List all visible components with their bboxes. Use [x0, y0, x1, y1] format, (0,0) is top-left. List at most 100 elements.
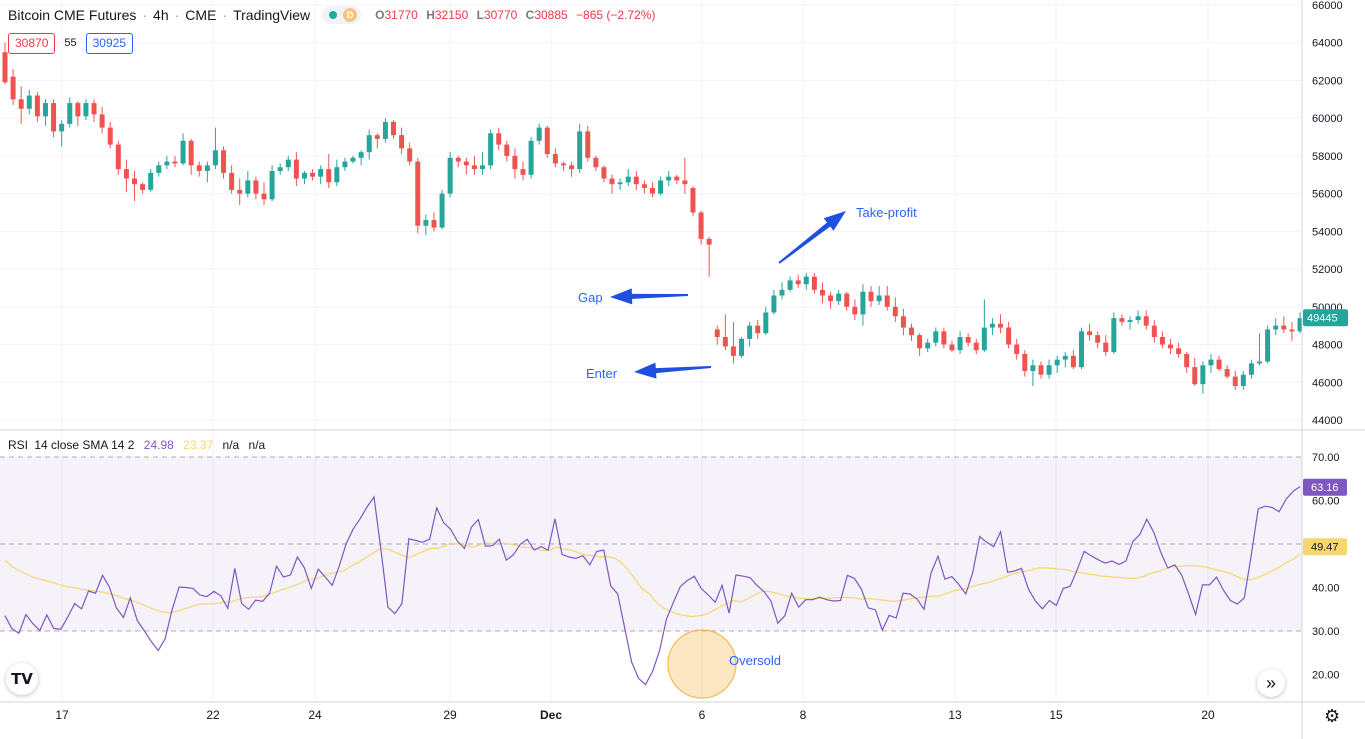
candle-body — [836, 293, 842, 302]
candle-body — [860, 291, 866, 315]
double-chevron-right-icon[interactable]: » — [1257, 669, 1285, 697]
candle — [1297, 312, 1303, 334]
candle-body — [933, 331, 939, 343]
candle-body — [844, 293, 850, 307]
candle-body — [253, 180, 259, 194]
candle — [83, 99, 89, 121]
ask-button[interactable]: 30925 — [85, 32, 133, 54]
tradingview-logo-icon[interactable]: 𝗧𝗩 — [6, 663, 38, 695]
candle-body — [949, 344, 955, 351]
candle — [293, 152, 299, 187]
bid-button[interactable]: 30870 — [8, 32, 56, 54]
oversold-circle — [667, 629, 737, 699]
candle — [269, 165, 275, 202]
candle-body — [730, 346, 736, 356]
enter-label: Enter — [586, 366, 618, 381]
ohlc-low: 30770 — [483, 8, 518, 22]
gap-arrow — [610, 288, 688, 305]
candle — [463, 157, 469, 175]
candle-body — [1159, 337, 1165, 345]
candle-body — [391, 121, 396, 136]
candle-body — [658, 180, 664, 194]
candle — [439, 189, 445, 230]
candle — [91, 99, 97, 122]
candle — [310, 169, 316, 181]
last-price-badge — [1303, 309, 1348, 327]
time-tick-label: 29 — [443, 708, 457, 722]
candle — [957, 331, 963, 354]
candle-body — [366, 135, 372, 153]
candle — [884, 286, 890, 311]
symbol-name[interactable]: Bitcoin CME Futures — [8, 7, 137, 23]
candle — [698, 210, 704, 245]
annotations: Take-profit Gap Enter Oversold — [578, 205, 917, 699]
candle-body — [83, 103, 89, 117]
candle — [245, 171, 251, 198]
rsi-series — [4, 486, 1301, 686]
candle — [1232, 370, 1238, 390]
candle-body — [415, 161, 421, 226]
candle-body — [99, 114, 105, 128]
rsi-value: 24.98 — [143, 438, 174, 452]
exchange-label: CME — [185, 7, 217, 23]
candle — [172, 155, 178, 168]
candle — [42, 99, 48, 126]
market-status-pill[interactable]: D — [322, 6, 362, 24]
candle-body — [1054, 359, 1060, 366]
time-tick-label: 17 — [55, 708, 69, 722]
candle-body — [941, 331, 947, 345]
candle-body — [1232, 376, 1238, 387]
candle — [1240, 370, 1246, 390]
candle — [123, 159, 129, 192]
spread-value: 55 — [64, 37, 77, 49]
candle — [633, 171, 639, 190]
candle — [107, 121, 113, 149]
candle — [1224, 365, 1230, 379]
candle-body — [981, 327, 987, 351]
candle — [204, 161, 210, 183]
candle — [706, 237, 712, 277]
price-tick-label: 66000 — [1312, 0, 1343, 12]
rsi-params: 14 close SMA 14 2 — [34, 438, 135, 452]
candle — [536, 123, 542, 145]
candle — [973, 338, 979, 354]
rsi-legend[interactable]: RSI 14 close SMA 14 2 24.98 23.37 n/a n/… — [8, 438, 271, 452]
time-tick-label: 22 — [206, 708, 220, 722]
candle — [658, 176, 664, 196]
candle-body — [585, 131, 591, 158]
candle-body — [26, 95, 32, 109]
gear-icon[interactable]: ⚙ — [1324, 706, 1341, 726]
candle — [285, 155, 291, 171]
candle-body — [1087, 331, 1093, 336]
candle-body — [34, 95, 40, 117]
candle — [593, 155, 599, 171]
candle-body — [577, 131, 583, 170]
candle-body — [1224, 369, 1230, 377]
candle-body — [1151, 325, 1157, 337]
interval-label[interactable]: 4h — [153, 7, 169, 23]
candle — [455, 155, 461, 168]
candle — [650, 182, 655, 198]
candle-body — [1111, 318, 1117, 353]
candle — [625, 169, 631, 187]
time-tick-label: 13 — [948, 708, 962, 722]
candle-body — [1006, 327, 1012, 345]
candle — [1184, 352, 1190, 373]
candle-body — [698, 212, 704, 239]
candle — [1248, 359, 1254, 379]
candle — [560, 161, 566, 171]
candle — [1087, 323, 1093, 341]
candle — [326, 154, 332, 188]
candle — [965, 333, 971, 347]
candle-body — [925, 342, 931, 349]
candle-body — [965, 337, 971, 343]
candle — [641, 180, 647, 194]
rsi-band — [0, 456, 1302, 632]
candle-body — [277, 167, 283, 171]
candle-body — [787, 280, 793, 290]
candle-body — [196, 165, 202, 171]
candle — [221, 146, 227, 179]
rsi-line — [4, 486, 1301, 686]
candle — [59, 120, 65, 147]
